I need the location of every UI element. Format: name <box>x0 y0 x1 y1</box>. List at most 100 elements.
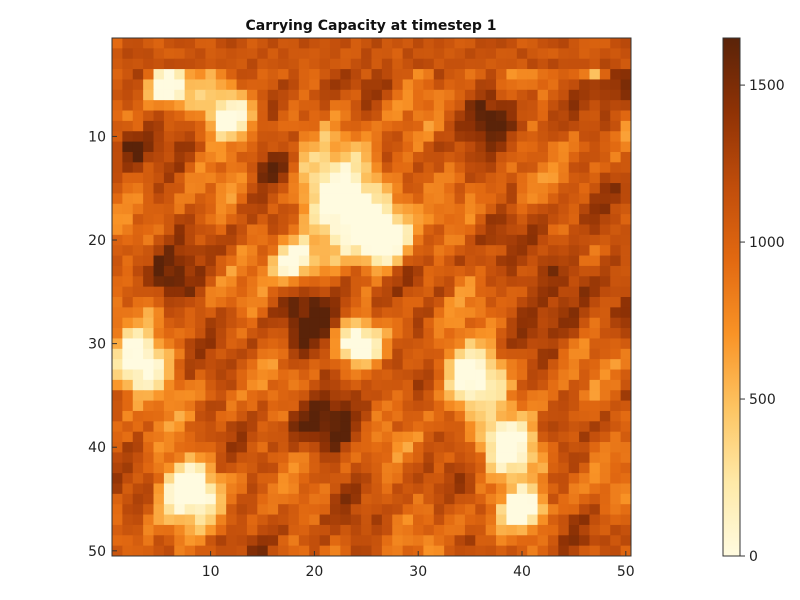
heatmap-cell <box>163 100 175 111</box>
heatmap-cell <box>309 151 320 163</box>
heatmap-cell <box>236 462 248 474</box>
heatmap-cell <box>413 183 424 194</box>
heatmap-cell <box>153 442 165 453</box>
heatmap-cell <box>174 369 186 381</box>
heatmap-cell <box>392 545 404 557</box>
heatmap-cell <box>143 535 154 547</box>
heatmap-cell <box>506 452 518 464</box>
heatmap-cell <box>153 524 165 536</box>
heatmap-cell <box>329 431 341 443</box>
heatmap-cell <box>547 265 559 277</box>
heatmap-cell <box>537 193 549 205</box>
heatmap-cell <box>444 400 455 412</box>
heatmap-cell <box>184 162 196 174</box>
heatmap-cell <box>319 400 331 412</box>
heatmap-cell <box>475 390 487 401</box>
heatmap-cell <box>475 369 487 381</box>
heatmap-cell <box>433 214 445 225</box>
heatmap-cell <box>309 193 320 205</box>
heatmap-cell <box>319 504 331 515</box>
heatmap-cell <box>278 369 289 381</box>
heatmap-cell <box>402 162 414 174</box>
heatmap-cell <box>278 483 289 495</box>
heatmap-cell <box>579 473 590 484</box>
heatmap-cell <box>246 328 258 339</box>
heatmap-cell <box>309 379 320 391</box>
heatmap-cell <box>496 48 507 60</box>
heatmap-cell <box>485 514 497 526</box>
heatmap-cell <box>579 297 590 308</box>
heatmap-cell <box>568 214 580 225</box>
heatmap-cell <box>537 162 549 174</box>
heatmap-cell <box>402 524 414 536</box>
heatmap-cell <box>610 514 622 526</box>
heatmap-cell <box>464 286 476 298</box>
heatmap-cell <box>153 131 165 142</box>
heatmap-cell <box>589 379 601 391</box>
heatmap-cell <box>309 141 320 153</box>
heatmap-cell <box>246 162 258 174</box>
heatmap-cell <box>589 69 601 80</box>
heatmap-cell <box>174 89 186 101</box>
heatmap-cell <box>257 48 269 60</box>
heatmap-cell <box>568 79 580 91</box>
heatmap-cell <box>454 255 466 267</box>
heatmap-cell <box>558 79 570 91</box>
heatmap-cell <box>516 110 528 122</box>
heatmap-cell <box>184 317 196 329</box>
heatmap-cell <box>444 535 455 547</box>
heatmap-cell <box>485 214 497 225</box>
heatmap-cell <box>205 79 217 91</box>
heatmap-cell <box>464 203 476 215</box>
heatmap-cell <box>423 390 435 401</box>
heatmap-cell <box>413 338 424 350</box>
heatmap-cell <box>112 514 123 526</box>
heatmap-cell <box>485 48 497 60</box>
heatmap-cell <box>485 442 497 453</box>
heatmap-cell <box>246 172 258 184</box>
heatmap-cell <box>174 493 186 505</box>
heatmap-cell <box>267 297 279 308</box>
heatmap-cell <box>413 535 424 547</box>
heatmap-cell <box>267 255 279 267</box>
heatmap-cell <box>620 162 632 174</box>
heatmap-cell <box>329 359 341 370</box>
heatmap-cell <box>195 473 206 484</box>
heatmap-cell <box>112 348 123 360</box>
heatmap-cell <box>174 328 186 339</box>
heatmap-cell <box>195 483 206 495</box>
heatmap-cell <box>433 297 445 308</box>
heatmap-cell <box>496 203 507 215</box>
heatmap-cell <box>340 307 352 319</box>
heatmap-cell <box>589 359 601 370</box>
heatmap-cell <box>122 203 134 215</box>
heatmap-cell <box>278 307 289 319</box>
heatmap-cell <box>599 442 611 453</box>
heatmap-cell <box>413 172 424 184</box>
heatmap-cell <box>184 524 196 536</box>
heatmap-cell <box>454 245 466 256</box>
heatmap-cell <box>527 193 538 205</box>
heatmap-cell <box>309 483 320 495</box>
heatmap-cell <box>329 286 341 298</box>
heatmap-cell <box>174 141 186 153</box>
heatmap-cell <box>371 452 383 464</box>
heatmap-cell <box>485 79 497 91</box>
heatmap-cell <box>122 338 134 350</box>
heatmap-cell <box>132 390 144 401</box>
heatmap-cell <box>143 348 154 360</box>
heatmap-cell <box>278 193 289 205</box>
heatmap-cell <box>547 110 559 122</box>
heatmap-cell <box>423 131 435 142</box>
heatmap-cell <box>246 131 258 142</box>
heatmap-cell <box>226 400 237 412</box>
heatmap-cell <box>444 100 455 111</box>
heatmap-cell <box>288 431 300 443</box>
heatmap-cell <box>454 421 466 433</box>
heatmap-cell <box>537 535 549 547</box>
heatmap-cell <box>506 224 518 236</box>
heatmap-cell <box>547 379 559 391</box>
heatmap-cell <box>392 524 404 536</box>
y-tick-label: 20 <box>88 233 106 249</box>
heatmap-cell <box>340 151 352 163</box>
